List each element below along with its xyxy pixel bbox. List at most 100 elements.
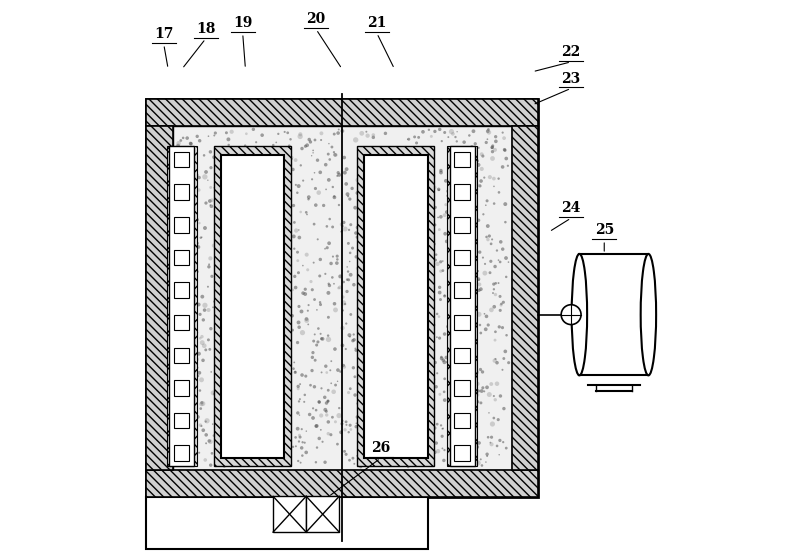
Point [434,390,446,399]
Point [452,374,465,383]
Point [445,127,458,136]
Point [208,297,221,306]
Point [490,379,503,388]
Point [376,183,389,192]
Point [414,356,426,365]
Point [397,342,410,351]
Point [492,415,505,424]
Text: 21: 21 [367,17,386,30]
Point [300,427,313,436]
Point [307,258,320,267]
Point [382,442,394,450]
Point [329,151,342,160]
Point [197,316,210,325]
Point [421,305,434,314]
Point [214,453,226,462]
Point [362,131,374,140]
Point [456,207,469,216]
Point [472,386,485,395]
Point [296,451,309,460]
Point [190,215,203,224]
Point [331,440,344,449]
Point [361,368,374,376]
Point [262,310,275,319]
Point [247,260,260,269]
Point [336,341,349,350]
Point [483,173,496,182]
Point [335,420,348,428]
Point [260,246,273,254]
Point [256,389,269,397]
Point [283,384,296,393]
Point [212,401,225,410]
Point [180,205,193,214]
Point [305,277,318,286]
Point [291,248,304,257]
Point [401,417,414,426]
Point [318,201,330,210]
Point [413,337,426,346]
Point [262,245,275,253]
Point [247,185,260,194]
Point [323,155,336,164]
Point [186,272,199,281]
Point [368,389,381,398]
Point [340,164,353,173]
Bar [454,217,470,232]
Point [402,217,415,226]
Point [248,302,261,311]
Point [300,448,313,457]
Point [474,455,487,464]
Point [447,398,460,407]
Point [485,257,498,266]
Point [458,347,471,356]
Point [316,437,329,446]
Bar [174,250,190,265]
Point [294,458,307,467]
Point [298,390,311,399]
Point [461,390,474,399]
Point [347,330,360,339]
Point [266,392,279,401]
Point [446,323,459,332]
Point [331,255,344,264]
Point [256,174,269,183]
Point [315,335,328,343]
Point [445,264,458,273]
Point [367,417,380,426]
Point [336,126,349,135]
Point [242,270,255,279]
Point [172,237,185,246]
Point [378,355,391,364]
Point [420,274,433,283]
Point [314,136,327,145]
Point [493,322,506,331]
Point [251,305,264,314]
Point [373,345,386,354]
Point [253,154,266,163]
Point [182,285,194,294]
Point [449,231,462,240]
Point [274,214,286,222]
Point [381,401,394,410]
Point [199,455,212,464]
Point [278,458,290,466]
Point [359,379,372,388]
Point [459,441,472,450]
Point [322,279,335,288]
Point [397,413,410,422]
Point [494,301,507,310]
Point [240,129,253,138]
Point [472,459,485,468]
Point [282,294,294,302]
Bar [174,445,190,461]
Point [344,310,357,319]
Point [178,171,190,180]
Bar [454,348,470,363]
Point [248,380,261,389]
Point [442,439,455,448]
Point [388,180,401,189]
Point [464,294,477,302]
Point [450,407,463,416]
Point [186,427,198,436]
